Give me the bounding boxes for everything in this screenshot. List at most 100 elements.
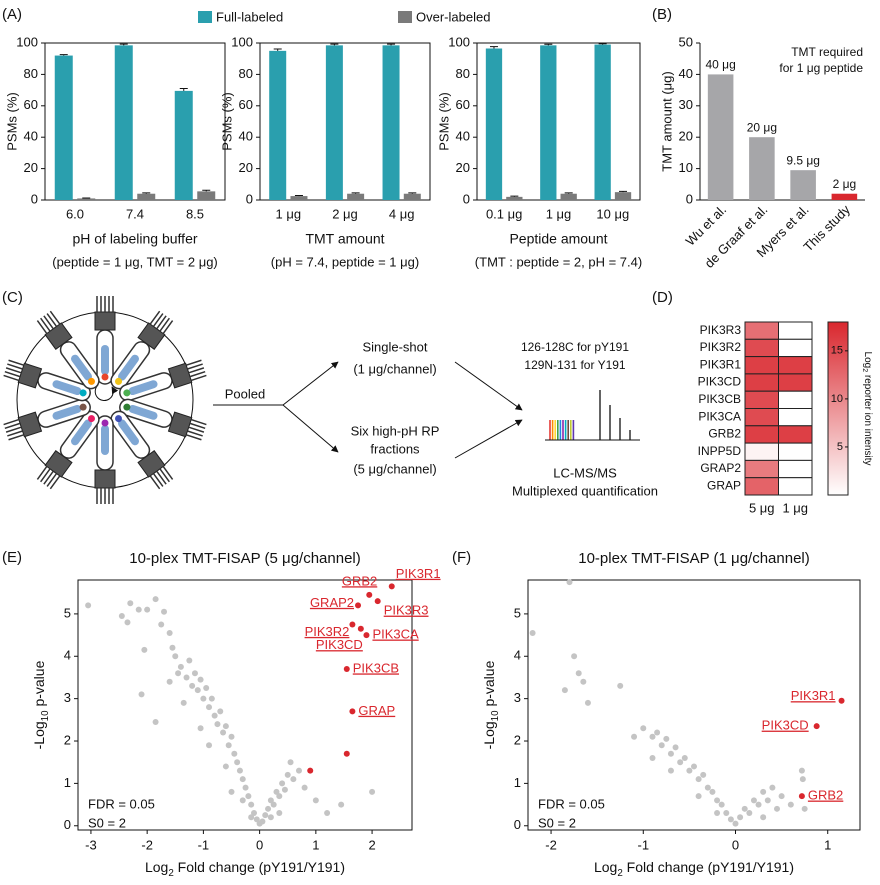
point: [200, 695, 207, 702]
heat-cell: [778, 373, 813, 392]
point: [799, 776, 806, 783]
cap-rib: [46, 473, 58, 487]
cap-rib: [3, 418, 20, 426]
point: [281, 786, 288, 793]
cap-rib: [149, 310, 161, 325]
colorbar-tick-label: 15: [831, 345, 843, 357]
y-tick-label: 0: [31, 191, 38, 206]
bar: [614, 192, 632, 200]
point: [166, 678, 173, 685]
point: [248, 814, 255, 821]
point: [366, 591, 373, 598]
point: [177, 663, 184, 670]
panel-label: (B): [652, 6, 672, 23]
point: [704, 784, 711, 791]
point: [265, 805, 272, 812]
tube-tip: [123, 389, 131, 397]
cap-rib: [7, 363, 23, 370]
panel-label: (D): [652, 289, 673, 306]
point: [764, 797, 771, 804]
value-label: 2 μg: [833, 177, 857, 191]
heat-cell: [744, 356, 779, 375]
point: [718, 801, 725, 808]
bar: [560, 193, 577, 200]
point: [118, 613, 125, 620]
point: [741, 805, 748, 812]
note: S0 = 2: [88, 815, 126, 830]
y-axis-label-part: -Log: [481, 721, 497, 749]
heat-cell: [744, 321, 779, 340]
point: [183, 674, 190, 681]
legend-swatch: [198, 11, 212, 23]
bar: [269, 50, 287, 200]
point: [276, 810, 283, 817]
point: [250, 810, 257, 817]
point: [695, 793, 702, 800]
point-label: PIK3R1: [791, 688, 836, 703]
point: [208, 695, 215, 702]
point: [85, 602, 92, 609]
error-bar: [59, 54, 68, 56]
point: [714, 797, 721, 804]
point: [343, 665, 350, 672]
heat-cell: [744, 408, 779, 427]
method-label: Multiplexed quantification: [512, 483, 658, 498]
point: [561, 687, 568, 694]
error-bar: [544, 43, 553, 46]
cap-rib: [4, 370, 21, 378]
y-axis-label-part: -Log: [31, 721, 47, 749]
tube-tip: [79, 403, 87, 411]
cap-rib: [149, 475, 161, 490]
bar: [77, 198, 96, 200]
point: [307, 767, 314, 774]
error-bar: [564, 192, 573, 194]
y-tick-label: 3: [64, 690, 71, 705]
row-label: PIK3CA: [698, 409, 741, 423]
cap-rib: [40, 468, 51, 483]
point-label: PIK3R2: [305, 624, 350, 639]
cap-rib: [46, 313, 58, 327]
bar: [174, 90, 193, 200]
cap-rib: [190, 374, 207, 382]
heat-cell: [744, 459, 779, 479]
point: [290, 776, 297, 783]
point: [575, 670, 582, 677]
point: [222, 763, 229, 770]
point: [242, 784, 249, 791]
tube-tip: [115, 377, 123, 385]
x-tick-label: 7.4: [126, 206, 144, 221]
point: [355, 602, 362, 609]
y-tick-label: 0: [686, 191, 693, 206]
tube-liquid: [118, 419, 139, 446]
value-label: 9.5 μg: [786, 153, 820, 167]
point: [374, 598, 381, 605]
point: [760, 788, 767, 795]
x-axis-label: Log2 Fold change (pY191/Y191): [594, 859, 794, 879]
cap-rib: [4, 422, 21, 430]
note: S0 = 2: [538, 815, 576, 830]
colorbar-label: Log2 reporter ion intensity: [861, 352, 874, 466]
tube-tip: [87, 415, 95, 423]
cap-rib: [152, 313, 164, 327]
tube: [119, 398, 207, 441]
point-label: PIK3R1: [396, 566, 441, 581]
bar: [403, 193, 421, 200]
y-axis-label: PSMs (%): [219, 92, 234, 151]
heat-cell: [744, 477, 779, 496]
colorbar-tick-label: 10: [831, 393, 843, 405]
cap-rib: [156, 315, 167, 330]
tube-cap: [94, 469, 116, 489]
x-axis-label: Peptide amount: [509, 231, 607, 247]
point: [338, 801, 345, 808]
tube-cap: [94, 311, 116, 331]
y-tick-label: 60: [456, 97, 470, 112]
point: [141, 646, 148, 653]
point: [700, 771, 707, 778]
point: [279, 780, 286, 787]
point: [197, 725, 204, 732]
y-tick-label: 20: [679, 129, 693, 144]
point: [127, 600, 134, 607]
x-axis-label-part: Fold change (pY191/Y191): [174, 859, 345, 875]
point: [186, 657, 193, 664]
tube-liquid: [52, 380, 82, 396]
